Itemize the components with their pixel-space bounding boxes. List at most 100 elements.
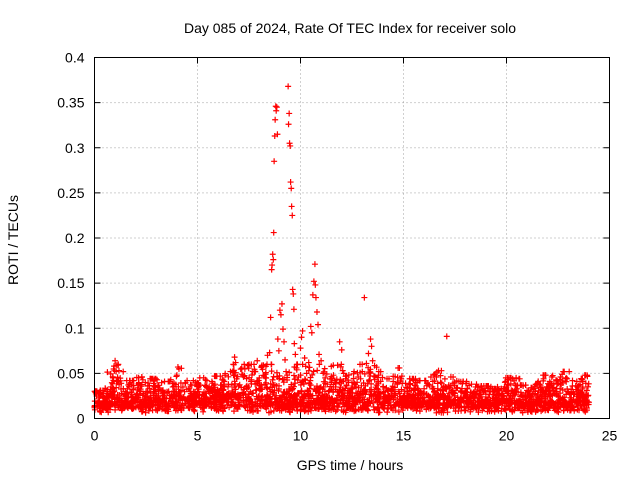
plot-frame	[94, 57, 610, 419]
data-point	[288, 185, 295, 192]
data-point	[202, 390, 209, 397]
data-point	[369, 357, 376, 364]
data-point	[298, 334, 305, 341]
data-point	[275, 347, 282, 354]
data-point	[190, 377, 197, 384]
data-point	[269, 251, 276, 258]
data-point	[406, 375, 413, 382]
data-point	[126, 381, 133, 388]
data-point	[499, 390, 506, 397]
data-point	[584, 392, 591, 399]
data-point	[379, 383, 386, 390]
data-point	[322, 374, 329, 381]
data-point	[246, 361, 252, 368]
data-point	[182, 380, 189, 387]
data-point	[532, 388, 539, 395]
data-point	[285, 121, 292, 128]
data-point	[132, 396, 139, 403]
data-point	[466, 395, 473, 402]
data-point	[474, 398, 481, 405]
data-point	[161, 378, 168, 385]
y-tick-label: 0.05	[57, 365, 84, 381]
data-point	[365, 350, 372, 357]
data-point	[305, 359, 312, 366]
data-point	[503, 395, 510, 402]
data-point	[282, 356, 289, 363]
data-point	[262, 371, 269, 378]
data-point	[196, 382, 203, 389]
data-point	[528, 384, 535, 391]
data-point	[287, 142, 294, 149]
data-point	[437, 379, 444, 386]
data-point	[441, 392, 448, 399]
data-point	[194, 388, 201, 395]
data-point	[501, 383, 508, 390]
data-point	[431, 389, 438, 396]
data-point	[227, 368, 234, 375]
data-point	[567, 394, 574, 401]
data-point	[497, 397, 504, 404]
data-point	[283, 368, 290, 375]
data-point	[312, 294, 319, 301]
data-point	[575, 397, 582, 404]
data-point	[286, 110, 293, 117]
data-point	[192, 399, 199, 406]
data-point	[425, 381, 432, 388]
data-point	[258, 382, 265, 389]
data-point	[110, 374, 117, 381]
data-point	[400, 392, 407, 399]
data-point	[310, 278, 317, 285]
data-point	[484, 396, 491, 403]
data-point	[332, 383, 339, 390]
data-point	[456, 397, 463, 404]
data-point	[229, 389, 236, 396]
data-point	[289, 286, 296, 293]
data-point	[289, 212, 296, 219]
data-point	[113, 368, 120, 375]
data-point	[447, 373, 454, 380]
data-point	[351, 368, 358, 375]
data-point	[561, 368, 568, 375]
data-point	[307, 323, 314, 330]
data-point	[200, 374, 207, 381]
data-point	[573, 386, 580, 393]
data-point	[538, 386, 545, 393]
data-point	[159, 390, 166, 397]
data-point	[452, 390, 458, 397]
data-point	[241, 365, 248, 372]
data-point	[509, 375, 516, 382]
data-point	[163, 401, 170, 408]
y-tick-label: 0.25	[57, 185, 84, 201]
data-point	[153, 392, 160, 399]
data-point	[349, 379, 355, 386]
data-point	[318, 357, 325, 364]
data-point	[151, 383, 158, 390]
data-point	[232, 359, 239, 366]
data-point	[557, 385, 564, 392]
data-point	[324, 381, 331, 388]
data-point	[116, 392, 123, 399]
data-point	[143, 388, 149, 395]
data-point	[330, 372, 337, 379]
data-point	[316, 351, 323, 358]
data-point	[239, 372, 246, 379]
data-point	[346, 391, 353, 398]
data-point	[291, 340, 298, 347]
data-point	[217, 394, 224, 401]
data-point	[124, 400, 131, 407]
data-point	[526, 392, 533, 399]
data-point	[215, 387, 222, 394]
data-point	[487, 385, 494, 392]
data-point	[276, 307, 283, 314]
data-point	[468, 381, 475, 388]
data-point	[118, 397, 125, 404]
data-point	[361, 294, 368, 301]
data-point	[269, 262, 276, 269]
data-point	[188, 392, 195, 399]
data-point	[111, 363, 118, 370]
data-point	[243, 385, 250, 392]
data-point	[219, 376, 226, 383]
data-point	[340, 370, 347, 377]
data-point	[122, 393, 129, 400]
data-point	[165, 388, 172, 395]
